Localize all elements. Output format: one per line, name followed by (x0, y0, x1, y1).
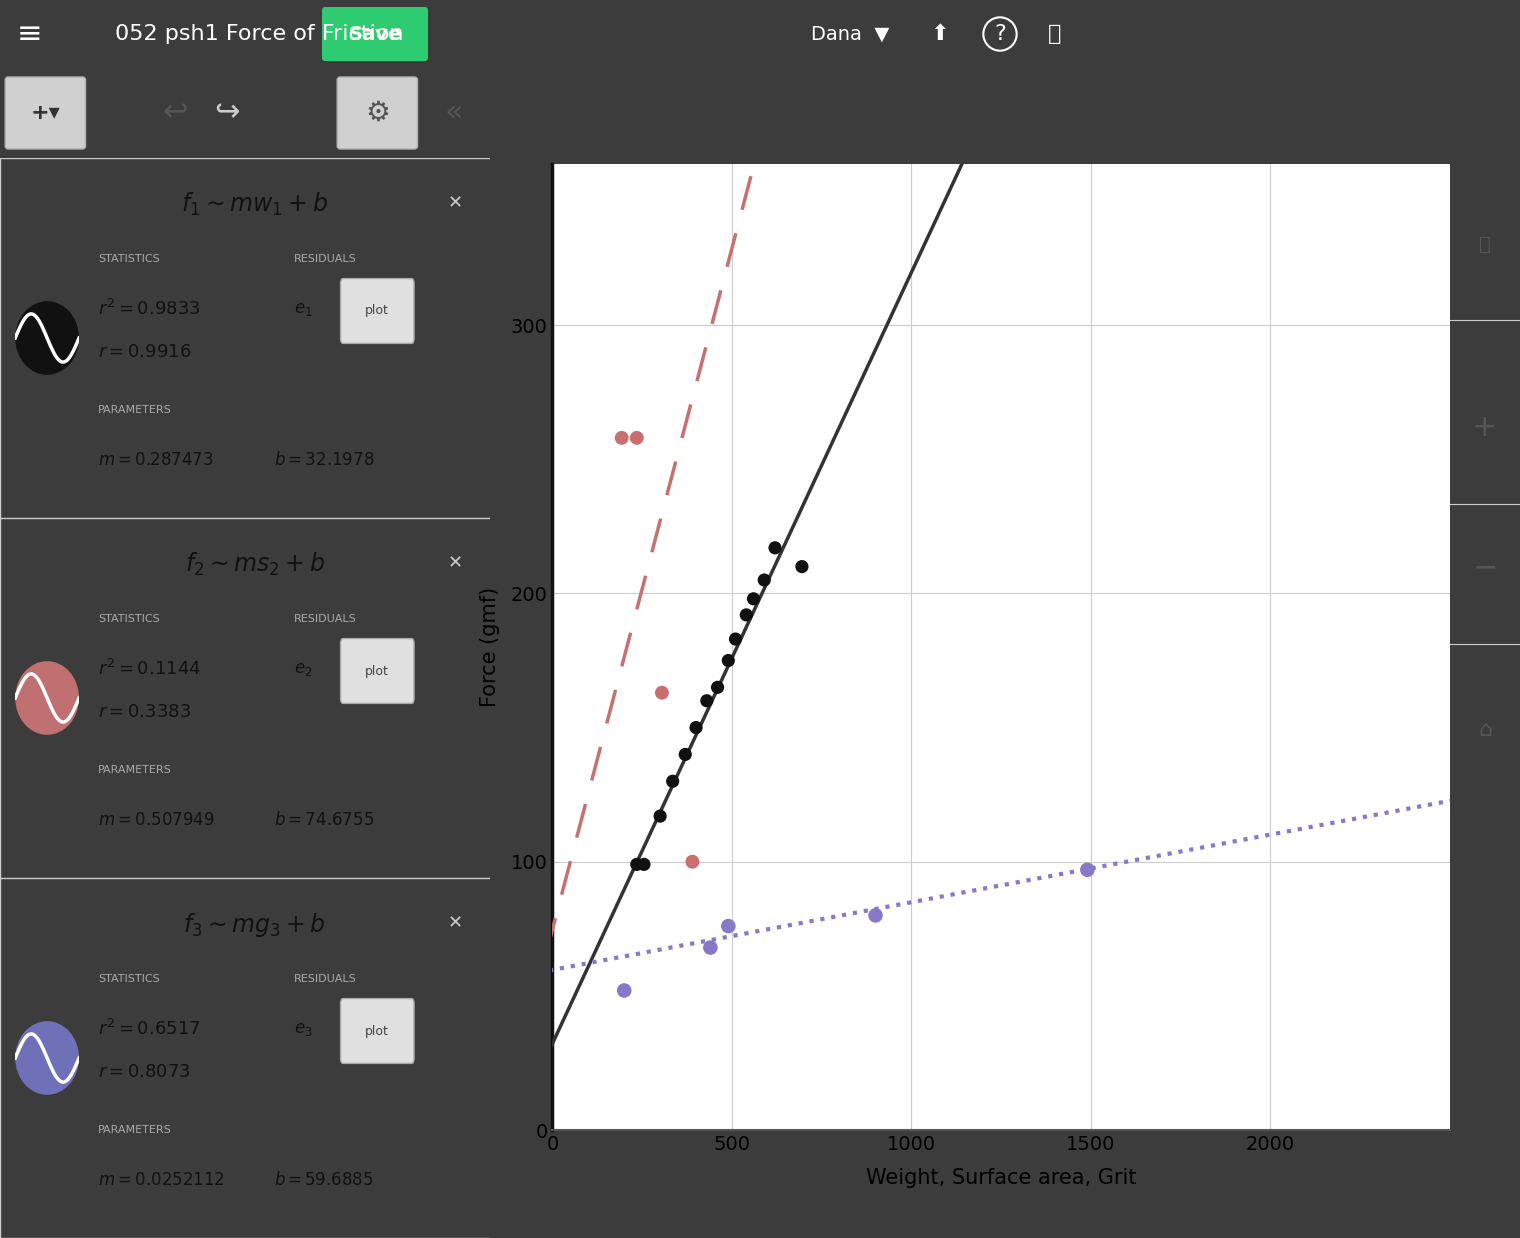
Text: RESIDUALS: RESIDUALS (293, 614, 357, 624)
Text: plot: plot (365, 665, 389, 677)
Text: ✕: ✕ (448, 914, 464, 932)
Point (695, 691, 719, 711)
Text: ⚙: ⚙ (365, 99, 389, 128)
Point (724, 629, 748, 649)
Text: PARAMETERS: PARAMETERS (97, 765, 172, 775)
Text: 🔧: 🔧 (1479, 235, 1491, 254)
Text: ✕: ✕ (448, 553, 464, 572)
Text: PARAMETERS: PARAMETERS (97, 1125, 172, 1135)
Point (632, 854, 657, 874)
Text: $e_2$: $e_2$ (293, 661, 313, 677)
Point (684, 718, 708, 738)
Text: $e_1$: $e_1$ (293, 301, 313, 318)
X-axis label: Weight, Surface area, Grit: Weight, Surface area, Grit (866, 1167, 1137, 1187)
Text: $m = 0.0252112$: $m = 0.0252112$ (97, 1172, 225, 1188)
Text: «: « (444, 99, 464, 128)
Ellipse shape (15, 661, 79, 735)
Text: $r^2 = 0.1144$: $r^2 = 0.1144$ (97, 659, 201, 680)
Text: RESIDUALS: RESIDUALS (293, 254, 357, 264)
Text: ≡: ≡ (17, 20, 43, 48)
Text: $r = 0.8073$: $r = 0.8073$ (97, 1063, 190, 1082)
Text: 052 psh1 Force of Friction: 052 psh1 Force of Friction (116, 24, 403, 45)
Point (1075, 860, 1099, 880)
Point (752, 571, 777, 591)
Text: $f_1 \sim mw_1 + b$: $f_1 \sim mw_1 + b$ (181, 191, 328, 218)
Text: Dana  ▼: Dana ▼ (810, 25, 889, 43)
Text: PARAMETERS: PARAMETERS (97, 405, 172, 415)
Text: STATISTICS: STATISTICS (97, 974, 160, 984)
Point (734, 605, 758, 625)
Point (698, 937, 722, 957)
FancyBboxPatch shape (322, 7, 429, 61)
Point (648, 806, 672, 826)
Text: STATISTICS: STATISTICS (97, 254, 160, 264)
Point (716, 651, 740, 671)
Text: ⬆: ⬆ (930, 24, 950, 45)
Text: −: − (1473, 553, 1497, 583)
Text: 5: 5 (21, 688, 33, 707)
Text: plot: plot (365, 305, 389, 317)
Text: $b = 59.6885$: $b = 59.6885$ (275, 1171, 374, 1190)
Text: +: + (1473, 413, 1497, 442)
Text: $b = 32.1978$: $b = 32.1978$ (275, 452, 375, 469)
Point (661, 771, 686, 791)
Point (625, 428, 649, 448)
Text: ↪: ↪ (214, 99, 240, 128)
Point (790, 557, 815, 577)
Text: $r^2 = 0.6517$: $r^2 = 0.6517$ (97, 1019, 201, 1039)
FancyBboxPatch shape (340, 999, 413, 1063)
Point (681, 852, 705, 872)
Y-axis label: Force (gmf): Force (gmf) (479, 587, 500, 707)
Text: $b = 74.6755$: $b = 74.6755$ (275, 811, 374, 829)
Text: STATISTICS: STATISTICS (97, 614, 160, 624)
Text: ↩: ↩ (163, 99, 188, 128)
Text: $e_3$: $e_3$ (293, 1020, 313, 1037)
Text: $f_3 \sim mg_3 + b$: $f_3 \sim mg_3 + b$ (184, 911, 327, 938)
FancyBboxPatch shape (5, 77, 85, 149)
Point (610, 428, 634, 448)
Text: plot: plot (365, 1025, 389, 1037)
Text: Save: Save (348, 25, 401, 43)
Text: $m = 0.287473$: $m = 0.287473$ (97, 452, 214, 469)
Point (625, 854, 649, 874)
Text: $r = 0.3383$: $r = 0.3383$ (97, 703, 192, 722)
Point (716, 916, 740, 936)
Point (649, 683, 673, 703)
Point (673, 744, 698, 764)
Point (613, 980, 637, 1000)
Ellipse shape (15, 301, 79, 375)
FancyBboxPatch shape (337, 77, 418, 149)
Point (742, 589, 766, 609)
Text: +▾: +▾ (30, 103, 61, 123)
Text: $m = 0.507949$: $m = 0.507949$ (97, 812, 214, 829)
FancyBboxPatch shape (340, 639, 413, 703)
Text: $f_2 \sim ms_2 + b$: $f_2 \sim ms_2 + b$ (185, 551, 325, 578)
Text: ✕: ✕ (448, 194, 464, 212)
Point (705, 677, 730, 697)
Text: 4: 4 (21, 328, 33, 348)
Text: 6: 6 (21, 1049, 33, 1067)
FancyBboxPatch shape (340, 279, 413, 343)
Text: $r = 0.9916$: $r = 0.9916$ (97, 343, 192, 361)
Text: 🌐: 🌐 (1049, 24, 1061, 45)
Ellipse shape (15, 1021, 79, 1094)
Text: RESIDUALS: RESIDUALS (293, 974, 357, 984)
Text: ⌂: ⌂ (1477, 721, 1493, 740)
Point (863, 905, 888, 925)
Text: $r^2 = 0.9833$: $r^2 = 0.9833$ (97, 300, 201, 319)
Text: ?: ? (994, 24, 1006, 45)
Point (763, 539, 787, 558)
